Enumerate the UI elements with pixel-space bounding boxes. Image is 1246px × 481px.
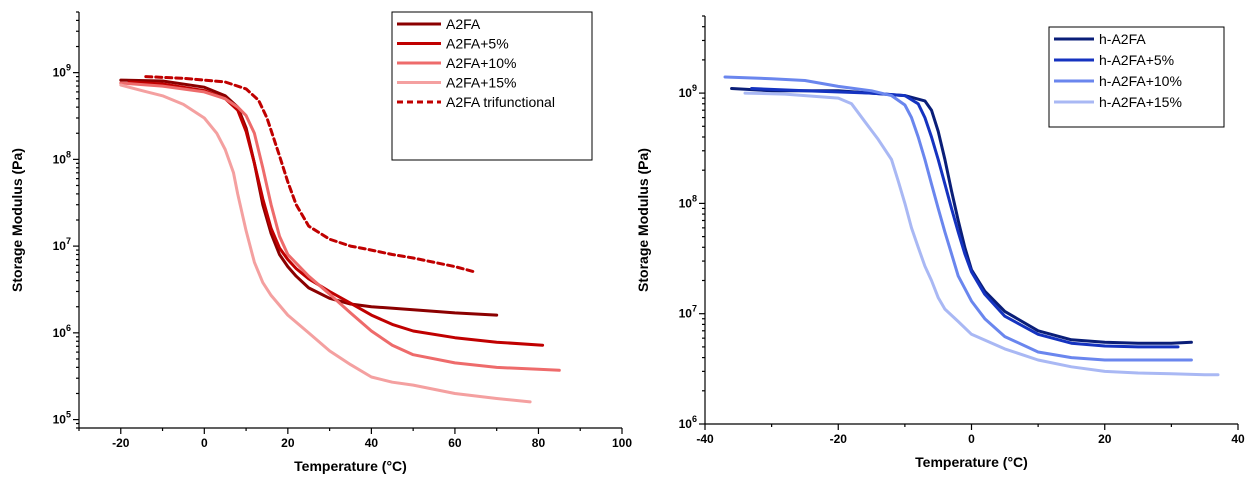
x-tick-label: 60 [448,436,462,450]
x-tick-label: 40 [365,436,379,450]
series-line-a2fa [119,78,499,317]
series-line-h-a2fa-10- [723,75,1193,362]
series-line-a2fa-10- [119,81,561,372]
x-tick-label: 40 [1231,432,1245,446]
legend-label: A2FA+10% [446,55,516,71]
x-axis-label: Temperature (°C) [915,454,1028,470]
left-chart: -20 0 20 40 60 80 100 105 106 107 108 109 Temperatur… [9,11,632,474]
series-line-h-a2fa-5- [750,87,1180,349]
legend: h-A2FA h-A2FA+5% h-A2FA+10% h-A2FA+15% [1048,26,1225,128]
legend: A2FA A2FA+5% A2FA+10% A2FA+15% A2FA trifunct… [391,11,593,161]
x-tick-label: -20 [112,436,130,450]
legend-box [391,11,593,161]
x-tick-label: 20 [281,436,295,450]
right-chart: -40 -20 0 20 40 106 107 108 109 Temperature (°C) S… [635,15,1245,470]
series-line-a2fa-trifunctional [144,75,478,274]
y-axis-label: Storage Modulus (Pa) [9,148,25,292]
x-tick-label: 0 [201,436,208,450]
legend-label: h-A2FA+5% [1099,52,1174,68]
y-tick-label: 109 [679,83,697,100]
legend-label: A2FA+5% [446,36,509,52]
legend-label: h-A2FA [1099,31,1146,47]
y-tick-label: 108 [53,149,71,166]
legend-label: A2FA [446,16,481,32]
y-tick-label: 109 [53,63,71,80]
y-tick-label: 106 [53,323,71,340]
legend-label: A2FA+15% [446,75,516,91]
legend-label: h-A2FA+10% [1099,73,1182,89]
x-tick-label: 100 [612,436,632,450]
y-tick-label: 107 [53,236,71,253]
x-axis-label: Temperature (°C) [294,458,407,474]
series-line-h-a2fa-15- [743,91,1220,377]
x-tick-label: 80 [532,436,546,450]
y-tick-label: 105 [53,410,71,427]
series-line-a2fa-15- [119,83,532,404]
legend-box [1048,26,1225,128]
x-tick-label: -20 [830,432,848,446]
legend-label: h-A2FA+15% [1099,94,1182,110]
y-axis-label: Storage Modulus (Pa) [635,148,651,292]
x-tick-label: 0 [968,432,975,446]
x-tick-label: 20 [1098,432,1112,446]
y-tick-label: 106 [679,414,697,431]
y-tick-label: 108 [679,193,697,210]
legend-label: A2FA trifunctional [446,94,555,110]
y-tick-label: 107 [679,304,697,321]
x-tick-label: -40 [696,432,714,446]
